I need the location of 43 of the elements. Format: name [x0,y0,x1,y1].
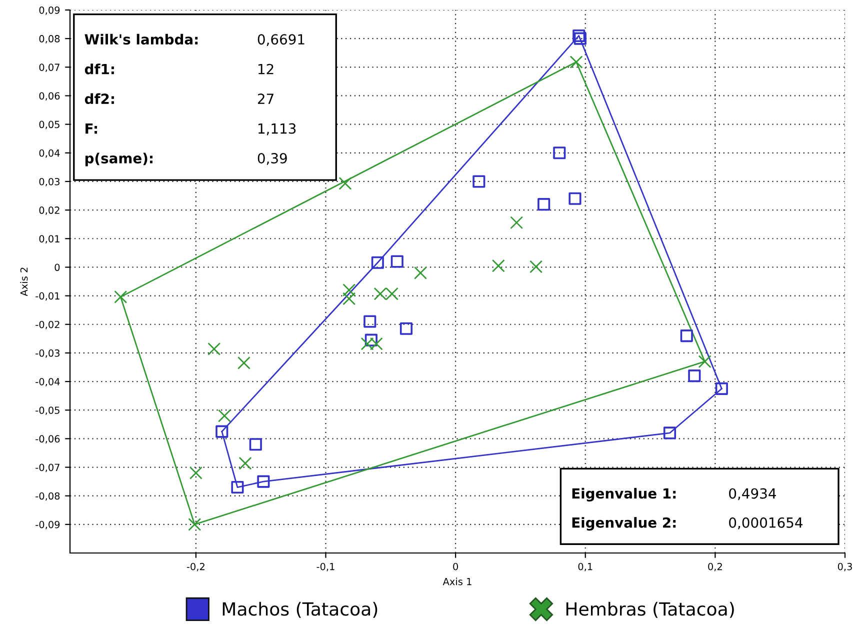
y-tick-label: 0,03 [39,178,60,186]
annotation: 0,6691 [258,34,304,46]
y-tick-label: -0,05 [36,406,60,415]
y-axis-title: Axis 2 [20,268,28,296]
y-tick-label: 0,08 [39,35,60,44]
annotation: 27 [258,94,274,104]
legend-label: Machos (Tatacoa) [222,602,378,618]
annotation: Eigenvalue 2: [572,517,676,531]
x-tick-label: -0,1 [316,562,334,572]
y-tick-label: -0,01 [36,292,60,301]
y-tick-label: 0,05 [39,120,60,130]
annotation: df2: [84,93,114,104]
y-tick-label: -0,07 [36,464,60,472]
annotation: p(same): [85,152,152,166]
annotation: 0,0001654 [729,517,802,530]
y-tick-label: -0,08 [36,492,60,501]
y-tick-label: 0,02 [39,206,60,215]
y-tick-label: 0 [54,264,60,272]
x-tick-label: 0,2 [708,562,722,572]
y-tick-label: -0,03 [36,349,60,358]
annotation: Eigenvalue 1: [572,488,676,502]
y-tick-label: -0,06 [36,435,60,444]
y-tick-label: 0,07 [39,64,60,72]
annotation: F: [86,123,98,134]
y-tick-label: 0,06 [39,92,60,101]
y-tick-label: -0,09 [36,520,60,530]
y-tick-label: 0,04 [39,149,60,158]
x-tick-label: 0,3 [838,562,852,572]
annotation: 0,4934 [729,488,776,500]
y-tick-label: 0,01 [39,235,60,244]
x-tick-label: 0,1 [578,562,592,572]
y-tick-label: -0,02 [36,320,60,330]
x-tick-label: 0 [453,562,458,570]
annotation: 12 [258,64,274,74]
annotation: 0,39 [258,152,287,165]
annotation: df1: [84,64,114,74]
annotation: Wilk's lambda: [84,34,198,45]
y-tick-label: 0,09 [39,6,60,15]
x-axis-title: Axis 1 [442,578,472,586]
x-tick-label: -0,2 [186,562,204,572]
y-tick-label: -0,04 [36,378,60,386]
annotation: 1,113 [258,123,296,136]
legend-label: Hembras (Tatacoa) [566,602,734,618]
